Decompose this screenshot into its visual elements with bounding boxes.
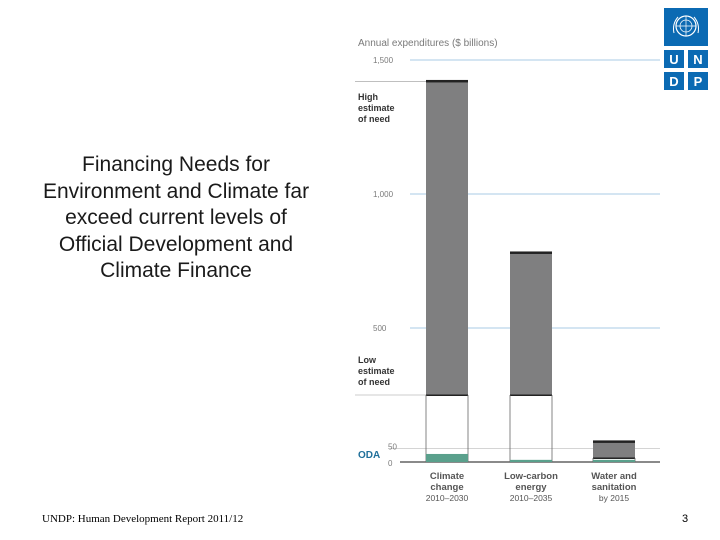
- category-label: Water and: [591, 471, 637, 482]
- oda-bar: [510, 460, 552, 462]
- oda-bar: [593, 460, 635, 462]
- category-label: change: [430, 482, 463, 493]
- page-number: 3: [682, 513, 688, 525]
- y-tick-label: 1,000: [373, 190, 394, 199]
- oda-bar: [426, 454, 468, 462]
- logo-letter-n: N: [688, 50, 708, 68]
- y-tick-label: 1,500: [373, 56, 394, 65]
- high-estimate-cap: [426, 80, 468, 83]
- chart-title: Annual expenditures ($ billions): [358, 38, 498, 49]
- high-estimate-cap: [593, 440, 635, 443]
- y-tick-label: 0: [388, 459, 393, 468]
- category-label: sanitation: [592, 482, 637, 493]
- un-emblem-icon: [664, 8, 708, 46]
- need-range-bar: [510, 253, 552, 395]
- category-label: Low-carbon: [504, 471, 558, 482]
- category-period-label: 2010–2035: [510, 493, 553, 503]
- y-tick-label: 500: [373, 324, 387, 333]
- need-range-bar: [593, 442, 635, 458]
- footer-source: UNDP: Human Development Report 2011/12: [42, 513, 243, 525]
- category-period-label: by 2015: [599, 493, 630, 503]
- category-period-label: 2010–2030: [426, 493, 469, 503]
- low-estimate-cap: [593, 457, 635, 459]
- logo-letter-p: P: [688, 72, 708, 90]
- category-label: Climate: [430, 471, 464, 482]
- y-tick-label: 50: [388, 443, 397, 452]
- logo-letter-u: U: [664, 50, 684, 68]
- expenditure-chart: Annual expenditures ($ billions) 1,500 1,…: [340, 25, 680, 505]
- need-range-bar: [426, 81, 468, 395]
- low-estimate-label: Low estimate of need: [358, 355, 397, 387]
- oda-label: ODA: [358, 450, 380, 461]
- undp-logo: U N D P: [664, 8, 708, 90]
- low-estimate-cap: [510, 395, 552, 397]
- high-estimate-cap: [510, 251, 552, 254]
- logo-letter-d: D: [664, 72, 684, 90]
- high-estimate-label: High estimate of need: [358, 92, 397, 124]
- low-estimate-cap: [426, 395, 468, 397]
- slide-title: Financing Needs for Environment and Clim…: [40, 152, 312, 285]
- category-label: energy: [515, 482, 547, 493]
